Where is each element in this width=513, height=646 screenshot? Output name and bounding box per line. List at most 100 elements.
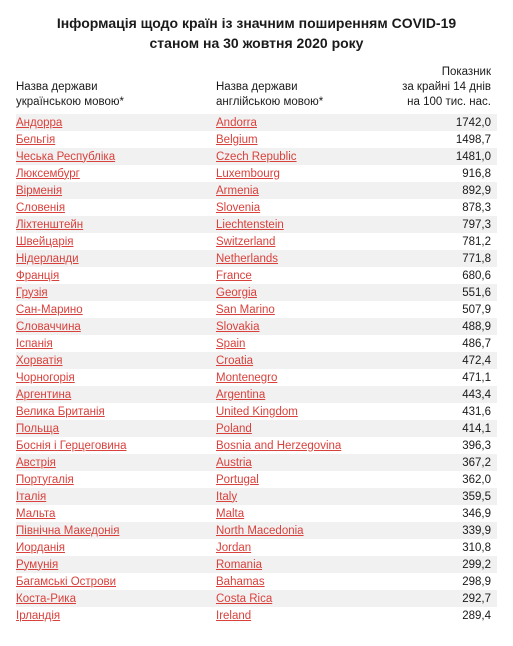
indicator-value: 551,6 [396, 287, 497, 299]
indicator-value: 1498,7 [396, 134, 497, 146]
country-ua-link[interactable]: Північна Македонія [16, 525, 216, 537]
table-row: АргентинаArgentina443,4 [16, 386, 497, 403]
country-en-link[interactable]: Belgium [216, 134, 396, 146]
header-col3-line1: Показник [396, 65, 491, 80]
indicator-value: 443,4 [396, 389, 497, 401]
table-row: ГрузіяGeorgia551,6 [16, 284, 497, 301]
table-row: Північна МакедоніяNorth Macedonia339,9 [16, 522, 497, 539]
country-en-link[interactable]: Andorra [216, 117, 396, 129]
table-row: ПортугаліяPortugal362,0 [16, 471, 497, 488]
header-col1-line2: українською мовою* [16, 95, 216, 110]
country-ua-link[interactable]: Франція [16, 270, 216, 282]
country-ua-link[interactable]: Грузія [16, 287, 216, 299]
country-en-link[interactable]: United Kingdom [216, 406, 396, 418]
country-ua-link[interactable]: Словенія [16, 202, 216, 214]
table-row: Чеська РеспублікаCzech Republic1481,0 [16, 148, 497, 165]
table-row: ШвейцаріяSwitzerland781,2 [16, 233, 497, 250]
country-ua-link[interactable]: Йорданія [16, 542, 216, 554]
country-en-link[interactable]: Italy [216, 491, 396, 503]
country-en-link[interactable]: Costa Rica [216, 593, 396, 605]
country-en-link[interactable]: Bosnia and Herzegovina [216, 440, 396, 452]
country-ua-link[interactable]: Чорногорія [16, 372, 216, 384]
country-en-link[interactable]: Slovakia [216, 321, 396, 333]
country-ua-link[interactable]: Іспанія [16, 338, 216, 350]
country-en-link[interactable]: France [216, 270, 396, 282]
indicator-value: 471,1 [396, 372, 497, 384]
country-ua-link[interactable]: Багамські Острови [16, 576, 216, 588]
country-ua-link[interactable]: Румунія [16, 559, 216, 571]
country-en-link[interactable]: San Marino [216, 304, 396, 316]
country-en-link[interactable]: Switzerland [216, 236, 396, 248]
header-col2-line1: Назва держави [216, 80, 396, 95]
country-en-link[interactable]: Croatia [216, 355, 396, 367]
country-en-link[interactable]: Romania [216, 559, 396, 571]
header-col2: Назва держави англійською мовою* [216, 80, 396, 110]
country-en-link[interactable]: Austria [216, 457, 396, 469]
country-ua-link[interactable]: Австрія [16, 457, 216, 469]
country-en-link[interactable]: Georgia [216, 287, 396, 299]
country-ua-link[interactable]: Аргентина [16, 389, 216, 401]
indicator-value: 414,1 [396, 423, 497, 435]
country-en-link[interactable]: Ireland [216, 610, 396, 622]
country-en-link[interactable]: Liechtenstein [216, 219, 396, 231]
country-ua-link[interactable]: Польща [16, 423, 216, 435]
country-ua-link[interactable]: Вірменія [16, 185, 216, 197]
country-ua-link[interactable]: Бельгія [16, 134, 216, 146]
country-en-link[interactable]: Czech Republic [216, 151, 396, 163]
country-ua-link[interactable]: Словаччина [16, 321, 216, 333]
country-ua-link[interactable]: Швейцарія [16, 236, 216, 248]
table-row: СловеніяSlovenia878,3 [16, 199, 497, 216]
indicator-value: 396,3 [396, 440, 497, 452]
indicator-value: 339,9 [396, 525, 497, 537]
indicator-value: 359,5 [396, 491, 497, 503]
country-ua-link[interactable]: Мальта [16, 508, 216, 520]
covid-table: Назва держави українською мовою* Назва д… [16, 65, 497, 624]
country-ua-link[interactable]: Ліхтенштейн [16, 219, 216, 231]
country-en-link[interactable]: Portugal [216, 474, 396, 486]
indicator-value: 298,9 [396, 576, 497, 588]
table-row: ВірменіяArmenia892,9 [16, 182, 497, 199]
header-col3-line2: за крайні 14 днів [396, 80, 491, 95]
country-ua-link[interactable]: Сан-Марино [16, 304, 216, 316]
country-en-link[interactable]: Argentina [216, 389, 396, 401]
country-ua-link[interactable]: Португалія [16, 474, 216, 486]
country-en-link[interactable]: Bahamas [216, 576, 396, 588]
country-en-link[interactable]: Slovenia [216, 202, 396, 214]
country-ua-link[interactable]: Коста-Рика [16, 593, 216, 605]
indicator-value: 680,6 [396, 270, 497, 282]
table-row: Коста-РикаCosta Rica292,7 [16, 590, 497, 607]
indicator-value: 299,2 [396, 559, 497, 571]
table-row: ІталіяItaly359,5 [16, 488, 497, 505]
country-en-link[interactable]: Luxembourg [216, 168, 396, 180]
table-row: НідерландиNetherlands771,8 [16, 250, 497, 267]
table-row: ФранціяFrance680,6 [16, 267, 497, 284]
table-row: СловаччинаSlovakia488,9 [16, 318, 497, 335]
country-ua-link[interactable]: Нідерланди [16, 253, 216, 265]
table-row: ЧорногоріяMontenegro471,1 [16, 369, 497, 386]
country-ua-link[interactable]: Боснія і Герцеговина [16, 440, 216, 452]
indicator-value: 781,2 [396, 236, 497, 248]
country-en-link[interactable]: Poland [216, 423, 396, 435]
country-ua-link[interactable]: Ірландія [16, 610, 216, 622]
country-ua-link[interactable]: Чеська Республіка [16, 151, 216, 163]
indicator-value: 488,9 [396, 321, 497, 333]
indicator-value: 362,0 [396, 474, 497, 486]
country-ua-link[interactable]: Велика Британія [16, 406, 216, 418]
table-row: ПольщаPoland414,1 [16, 420, 497, 437]
country-ua-link[interactable]: Італія [16, 491, 216, 503]
country-en-link[interactable]: Spain [216, 338, 396, 350]
country-ua-link[interactable]: Хорватія [16, 355, 216, 367]
country-en-link[interactable]: Jordan [216, 542, 396, 554]
country-en-link[interactable]: Netherlands [216, 253, 396, 265]
indicator-value: 1481,0 [396, 151, 497, 163]
indicator-value: 916,8 [396, 168, 497, 180]
country-ua-link[interactable]: Люксембург [16, 168, 216, 180]
country-en-link[interactable]: Montenegro [216, 372, 396, 384]
country-en-link[interactable]: Malta [216, 508, 396, 520]
table-row: РумуніяRomania299,2 [16, 556, 497, 573]
table-row: ІрландіяIreland289,4 [16, 607, 497, 624]
country-en-link[interactable]: North Macedonia [216, 525, 396, 537]
table-row: ХорватіяCroatia472,4 [16, 352, 497, 369]
country-en-link[interactable]: Armenia [216, 185, 396, 197]
country-ua-link[interactable]: Андорра [16, 117, 216, 129]
